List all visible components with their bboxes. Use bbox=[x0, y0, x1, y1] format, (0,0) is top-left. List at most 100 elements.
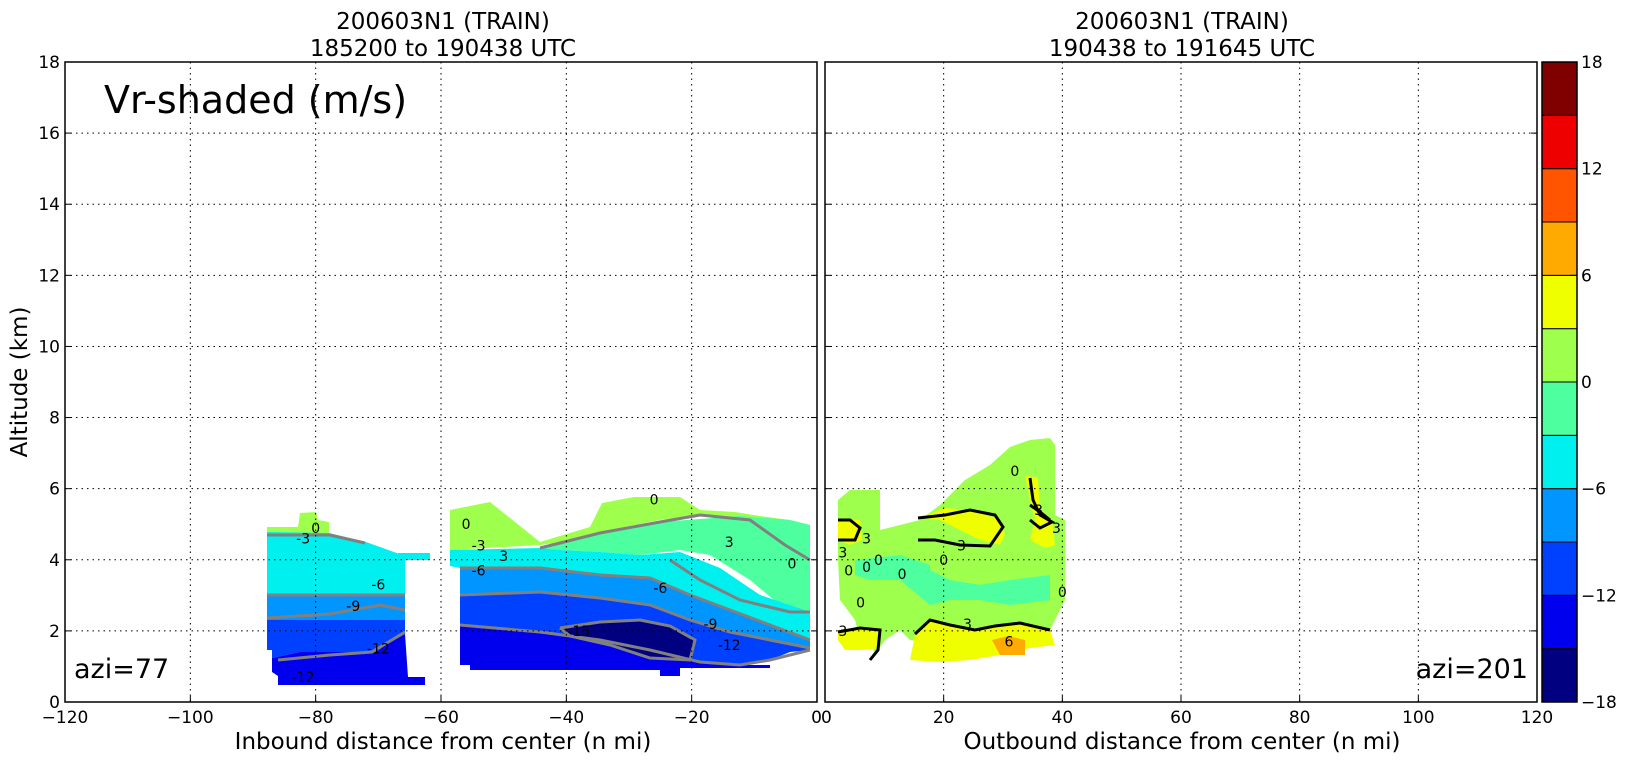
vr-region-3-bottom bbox=[910, 618, 1055, 662]
vr-region-minus3-pocket bbox=[900, 570, 1050, 605]
contour-label: -6 bbox=[472, 563, 486, 579]
contour-label: 0 bbox=[1010, 464, 1019, 480]
right-plot-frame bbox=[824, 61, 1538, 703]
contour-label: 3 bbox=[1052, 521, 1061, 537]
y-axis-label: Altitude (km) bbox=[7, 307, 33, 458]
contour-label: -12 bbox=[367, 642, 390, 658]
x-tick-label: 60 bbox=[1170, 708, 1192, 728]
contour-minus6-right bbox=[460, 566, 811, 642]
contour-minus3-left bbox=[267, 533, 366, 545]
contour-minus12-left bbox=[277, 630, 406, 662]
y-tick-label: 14 bbox=[38, 195, 60, 215]
vr-shaded-annotation: Vr-shaded (m/s) bbox=[104, 78, 407, 122]
colorbar-swatch bbox=[1541, 168, 1578, 223]
vr-region-minus6-b bbox=[450, 548, 810, 640]
y-tick-label: 0 bbox=[49, 693, 60, 713]
vr-region-6-core bbox=[992, 636, 1025, 655]
contour-minus9-right bbox=[459, 590, 811, 650]
y-tick-label: 2 bbox=[49, 622, 60, 642]
y-tick-label: 6 bbox=[49, 480, 60, 500]
contour-label: -15 bbox=[567, 624, 590, 640]
contour-label: 0 bbox=[311, 521, 320, 537]
vr-region-minus3-strip bbox=[855, 555, 930, 580]
contour-label: -9 bbox=[346, 599, 360, 615]
contour-label: -3 bbox=[296, 531, 310, 547]
contour-label: -6 bbox=[653, 581, 667, 597]
right-azi-label: azi=201 bbox=[1416, 654, 1528, 685]
vr-region-minus15-b bbox=[460, 625, 770, 676]
colorbar: 18 12 6 0 −6 −12 −18 bbox=[1541, 53, 1617, 713]
colorbar-swatch bbox=[1541, 434, 1578, 490]
right-panel-title: 200603N1 (TRAIN) bbox=[1075, 9, 1289, 35]
x-tick-label: −60 bbox=[423, 708, 459, 728]
colorbar-label: 6 bbox=[1581, 266, 1592, 286]
colorbar-swatch bbox=[1541, 114, 1578, 170]
contour-label: 3 bbox=[725, 535, 734, 551]
vr-region-minus9 bbox=[267, 595, 405, 620]
vr-region-minus9-b bbox=[460, 568, 810, 648]
x-tick-label: 120 bbox=[1521, 708, 1553, 728]
x-tick-label: 0 bbox=[811, 708, 822, 728]
y-tick-label: 18 bbox=[38, 53, 60, 73]
colorbar-label: 18 bbox=[1581, 53, 1603, 73]
x-tick-label: −100 bbox=[167, 708, 214, 728]
contour-label: 3 bbox=[957, 539, 966, 555]
left-azi-label: azi=77 bbox=[74, 654, 169, 685]
contour-label: 0 bbox=[939, 553, 948, 569]
y-tick-label: 16 bbox=[38, 124, 60, 144]
contour-3-west bbox=[838, 518, 862, 542]
vr-strip-minus6 bbox=[398, 553, 430, 560]
contour-label: -6 bbox=[371, 578, 385, 594]
left-shaded-field bbox=[267, 497, 810, 685]
right-panel-subtitle: 190438 to 191645 UTC bbox=[1049, 36, 1315, 62]
y-tick-label: 10 bbox=[38, 337, 60, 357]
contour-label: -3 bbox=[472, 539, 486, 555]
right-grid bbox=[825, 61, 1537, 703]
contour-label: 6 bbox=[1004, 635, 1013, 651]
contour-label: 3 bbox=[862, 531, 871, 547]
vr-region-minus6 bbox=[267, 532, 430, 595]
colorbar-swatch bbox=[1541, 648, 1578, 703]
contour-label: 0 bbox=[844, 563, 853, 579]
colorbar-swatch bbox=[1541, 381, 1578, 436]
colorbar-swatch bbox=[1541, 61, 1578, 116]
colorbar-swatch bbox=[1541, 541, 1578, 596]
colorbar-label: 12 bbox=[1581, 160, 1603, 180]
colorbar-swatch bbox=[1541, 328, 1578, 383]
colorbar-swatch bbox=[1541, 594, 1578, 650]
contour-label: 0 bbox=[1058, 585, 1067, 601]
colorbar-label: −12 bbox=[1581, 586, 1617, 606]
contour-label: -9 bbox=[703, 617, 717, 633]
y-tick-label: 8 bbox=[49, 409, 60, 429]
y-tick-label: 4 bbox=[49, 551, 60, 571]
contour-label: -12 bbox=[292, 670, 315, 686]
vr-region-minus12 bbox=[267, 620, 405, 658]
contour-label: 3 bbox=[963, 617, 972, 633]
vr-region-minus15 bbox=[272, 634, 425, 685]
contour-minus9-left bbox=[266, 603, 406, 620]
x-tick-label: 0 bbox=[821, 708, 832, 728]
colorbar-swatch bbox=[1541, 274, 1578, 330]
vr-region-minus3-b bbox=[540, 516, 810, 612]
contour-label: 3 bbox=[1034, 503, 1043, 519]
right-x-ticks: 0 20 40 60 80 100 120 bbox=[821, 696, 1553, 728]
colorbar-label: −6 bbox=[1581, 480, 1606, 500]
contour-label: 0 bbox=[856, 595, 865, 611]
contour-label: 0 bbox=[862, 560, 871, 576]
x-tick-label: −20 bbox=[674, 708, 710, 728]
y-tick-label: 12 bbox=[38, 266, 60, 286]
colorbar-swatch bbox=[1541, 221, 1578, 276]
x-tick-label: −40 bbox=[548, 708, 584, 728]
contour-3-southeast bbox=[1029, 503, 1051, 522]
vr-region-3-southwest bbox=[838, 628, 880, 650]
contour-label: 0 bbox=[462, 517, 471, 533]
x-tick-label: 100 bbox=[1402, 708, 1434, 728]
left-contour-lines bbox=[266, 513, 811, 667]
contour-label: 3 bbox=[838, 624, 847, 640]
contour-minus12-right bbox=[459, 623, 811, 667]
vr-region-minus18 bbox=[560, 620, 695, 660]
contour-0-east bbox=[669, 558, 810, 614]
